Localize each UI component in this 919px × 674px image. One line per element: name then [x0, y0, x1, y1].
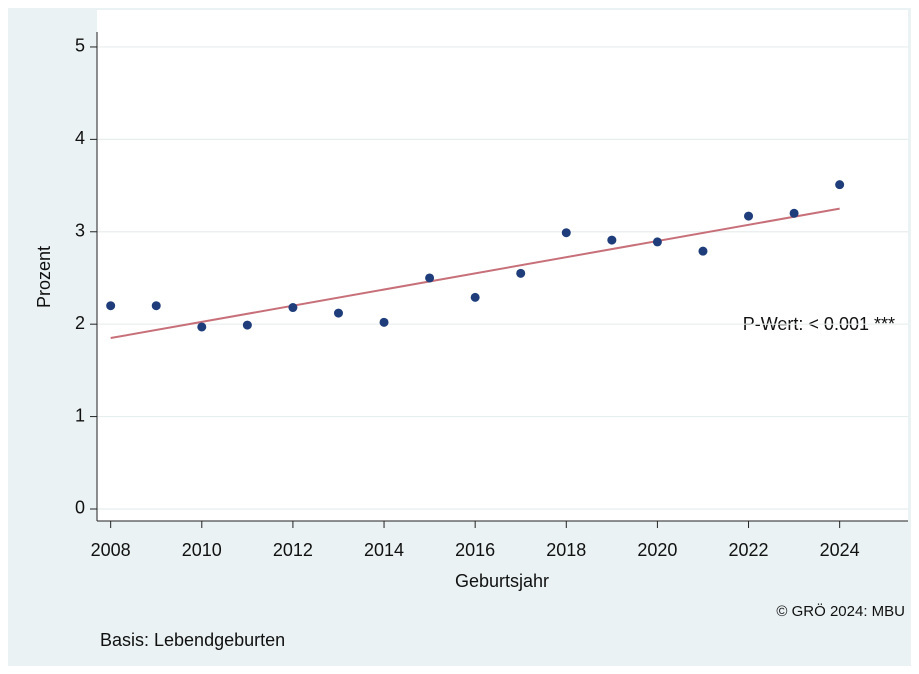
plot-region [97, 10, 908, 521]
point [288, 303, 298, 313]
x-tick-label: 2008 [91, 540, 131, 560]
x-tick-label: 2018 [546, 540, 586, 560]
point [698, 246, 708, 256]
y-tick-label: 2 [75, 313, 85, 333]
point [516, 268, 526, 278]
point [242, 320, 252, 330]
x-tick-label: 2016 [455, 540, 495, 560]
point [379, 317, 389, 327]
y-tick-label: 5 [75, 36, 85, 56]
point [561, 228, 571, 238]
point [744, 211, 754, 221]
note: Basis: Lebendgeburten [100, 630, 285, 650]
point [197, 322, 207, 332]
caption: © GRÖ 2024: MBU [776, 602, 905, 620]
y-tick-label: 1 [75, 405, 85, 425]
point [106, 301, 116, 311]
point [789, 208, 799, 218]
x-tick-label: 2020 [637, 540, 677, 560]
y-axis-label: Prozent [34, 246, 54, 308]
point [835, 180, 845, 190]
x-tick-label: 2022 [729, 540, 769, 560]
y-tick-label: 4 [75, 128, 85, 148]
y-tick-label: 0 [75, 498, 85, 518]
point [151, 301, 161, 311]
x-tick-label: 2024 [820, 540, 860, 560]
point [425, 273, 435, 283]
point [470, 292, 480, 302]
x-axis-label: Geburtsjahr [455, 571, 549, 591]
x-tick-label: 2014 [364, 540, 404, 560]
point [607, 235, 617, 245]
x-tick-label: 2010 [182, 540, 222, 560]
x-tick-label: 2012 [273, 540, 313, 560]
point [333, 308, 343, 318]
y-tick-label: 3 [75, 221, 85, 241]
point [652, 237, 662, 247]
fit-line [110, 207, 840, 340]
